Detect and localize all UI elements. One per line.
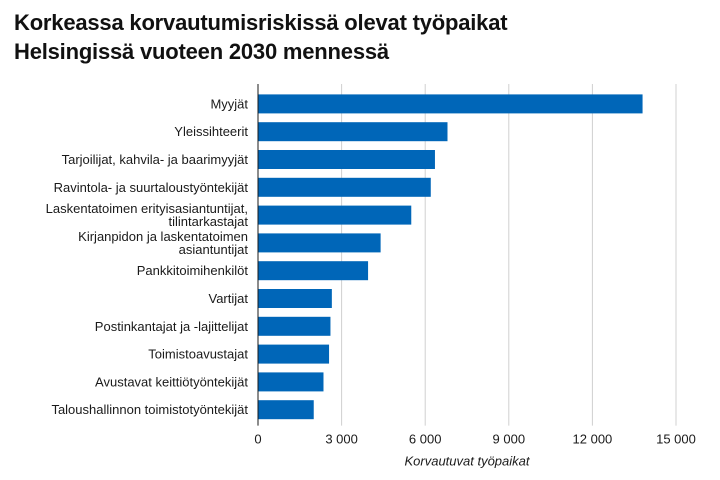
chart-title-line-2: Helsingissä vuoteen 2030 mennessä <box>14 39 389 64</box>
bar-0 <box>258 94 643 114</box>
category-label-2: Tarjoilijat, kahvila- ja baarimyyjät <box>62 152 249 167</box>
chart-title-line-1: Korkeassa korvautumisriskissä olevat työ… <box>14 10 508 35</box>
bar-6 <box>258 261 369 281</box>
x-tick-label-2: 6 000 <box>409 432 442 447</box>
bar-1 <box>258 122 448 142</box>
x-tick-label-0: 0 <box>254 432 261 447</box>
category-label-5-line-0: Kirjanpidon ja laskentatoimen <box>78 229 248 244</box>
category-label-4-line-1: tilintarkastajat <box>169 214 249 229</box>
x-axis: 0 3 000 6 000 9 000 12 000 15 000 <box>254 84 696 447</box>
chart-title: Korkeassa korvautumisriskissä olevat työ… <box>14 8 508 66</box>
bar-7 <box>258 289 332 308</box>
bar-8 <box>258 316 331 336</box>
bar-9 <box>258 344 330 364</box>
x-axis-title: Korvautuvat työpaikat <box>404 454 530 469</box>
x-tick-label-3: 9 000 <box>493 432 526 447</box>
x-tick-label-4: 12 000 <box>573 432 613 447</box>
category-label-6: Pankkitoimihenkilöt <box>137 263 249 278</box>
bars <box>258 94 643 420</box>
category-labels: Myyjät Yleissihteerit Tarjoilijat, kahvila… <box>46 96 249 417</box>
category-label-10: Avustavat keittiötyöntekijät <box>95 374 248 389</box>
x-tick-label-5: 15 000 <box>656 432 696 447</box>
category-label-7: Vartijat <box>209 291 249 306</box>
category-label-1: Yleissihteerit <box>174 124 248 139</box>
bar-2 <box>258 150 435 169</box>
category-label-9: Toimistoavustajat <box>148 347 248 362</box>
category-label-5-line-1: asiantuntijat <box>179 242 249 257</box>
category-label-11: Taloushallinnon toimistotyöntekijät <box>51 402 248 417</box>
bar-10 <box>258 372 324 392</box>
bar-11 <box>258 400 314 420</box>
bar-5 <box>258 233 381 253</box>
category-label-0: Myyjät <box>210 96 248 111</box>
x-tick-label-1: 3 000 <box>325 432 358 447</box>
category-label-4-line-0: Laskentatoimen erityisasiantuntijat, <box>46 201 248 216</box>
bar-4 <box>258 205 412 225</box>
bar-3 <box>258 177 431 197</box>
category-label-8: Postinkantajat ja -lajittelijat <box>95 319 249 334</box>
category-label-3: Ravintola- ja suurtaloustyöntekijät <box>54 180 249 195</box>
